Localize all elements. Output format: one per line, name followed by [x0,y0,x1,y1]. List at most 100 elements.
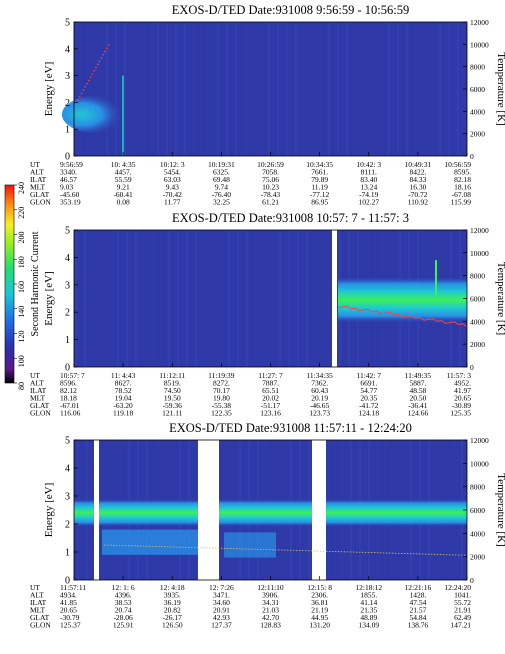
ephemeris-value: 55.59 [115,175,132,184]
ephemeris-value: 11:57:11 [60,583,86,592]
data-gap [312,440,326,580]
ephemeris-value: 20.65 [454,394,471,403]
temperature-point [107,44,110,46]
heatmap-flux-patch [102,529,198,555]
ephemeris-row-label: ALT [30,591,44,600]
ephemeris-row-label: MLT [30,394,46,403]
y-axis-label: Energy [eV] [43,271,55,325]
ephemeris-value: 78.52 [115,386,132,395]
ephemeris-row-label: UT [30,371,40,380]
y2-tick-label: 10000 [470,249,489,258]
ephemeris-value: -59.36 [163,401,183,410]
ephemeris-value: 62.49 [454,613,471,622]
data-gap [198,440,219,580]
y2-axis-label: Temperature [K] [495,473,505,546]
ephemeris-value: 122.35 [211,409,232,418]
ephemeris-value: 8596. [60,379,77,388]
y2-tick-label: 2000 [470,340,485,349]
ephemeris-value: 11.77 [164,198,181,207]
ephemeris-value: 124.66 [408,409,429,418]
y2-tick-label: 4000 [470,529,485,538]
y2-tick-label: 10000 [470,40,489,49]
chart-title: EXOS-D/TED Date:931008 9:56:59 - 10:56:5… [172,3,409,17]
ephemeris-value: 110.92 [408,198,429,207]
ephemeris-value: 125.35 [450,409,471,418]
ephemeris-value: 131.20 [309,621,330,630]
temperature-point [93,69,95,72]
ephemeris-value: 11:19:39 [208,371,235,380]
y-tick-label: 1 [65,335,70,346]
ephemeris-value: 134.09 [358,621,379,630]
y-tick-label: 3 [65,280,70,291]
y-tick-label: 0 [65,363,70,374]
y-tick-label: 1 [65,548,70,559]
ephemeris-row-label: MLT [30,183,46,192]
ephemeris-value: 147.21 [450,621,471,630]
ephemeris-value: 3471. [213,591,230,600]
ephemeris-value: 10:34:35 [306,160,333,169]
ephemeris-value: -55.38 [212,401,232,410]
ephemeris-value: 20.74 [115,606,132,615]
y-tick-label: 0 [65,152,70,163]
temperature-point [104,50,106,53]
ephemeris-value: 6325. [213,168,230,177]
ephemeris-value: 9.43 [166,183,179,192]
data-gap [94,440,99,580]
ephemeris-value: 11:34:35 [306,371,333,380]
y2-tick-label: 2000 [470,553,485,562]
ephemeris-value: 8627. [115,379,132,388]
colorbar-tick-label: 80 [17,382,26,390]
heatmap-low-energy-flux [62,95,130,134]
y2-axis-label: Temperature [K] [495,52,505,125]
ephemeris-value: 20.02 [262,394,279,403]
ephemeris-value: 12:15: 8 [307,583,332,592]
ephemeris-value: 19.50 [164,394,181,403]
ephemeris-value: 11:42: 7 [356,371,381,380]
ephemeris-value: 48.58 [409,386,426,395]
ephemeris-value: -67.01 [60,401,80,410]
ephemeris-value: 75.06 [262,175,279,184]
ephemeris-value: -26.17 [163,613,183,622]
chart-title: EXOS-D/TED Date:931008 11:57:11 - 12:24:… [169,421,412,435]
temperature-point [91,73,94,75]
y-tick-label: 5 [65,226,70,237]
ephemeris-value: 21.03 [262,606,279,615]
y2-tick-label: 8000 [470,483,485,492]
ephemeris-value: 16.30 [409,183,426,192]
temperature-point [84,86,86,88]
ephemeris-value: 55.72 [454,598,471,607]
ephemeris-value: 115.99 [451,198,472,207]
ephemeris-value: 21.35 [360,606,377,615]
ephemeris-row-label: GLON [30,621,51,630]
ephemeris-value: 9.03 [60,183,73,192]
ephemeris-value: 82.12 [60,386,77,395]
ephemeris-value: 8111. [361,168,377,177]
y2-tick-label: 8000 [470,272,485,281]
ephemeris-value: 41.97 [454,386,471,395]
ephemeris-value: 21.91 [454,606,471,615]
ephemeris-value: 20.35 [360,394,377,403]
ephemeris-value: 123.73 [309,409,330,418]
ephemeris-row-label: GLAT [30,401,50,410]
ephemeris-value: -63.20 [113,401,133,410]
ephemeris-value: 84.33 [409,175,426,184]
ephemeris-value: 2306. [311,591,328,600]
ephemeris-value: -74.19 [359,190,379,199]
y-tick-label: 1 [65,125,70,136]
colorbar-scale [4,184,15,384]
ephemeris-value: 9:56:59 [60,160,83,169]
ephemeris-row-label: GLON [30,198,51,207]
y-tick-label: 3 [65,71,70,82]
ephemeris-value: 7362. [311,379,328,388]
ephemeris-value: 127.37 [211,621,232,630]
ephemeris-row-label: GLON [30,409,51,418]
ephemeris-value: -70.72 [408,190,428,199]
temperature-point [80,92,83,95]
ephemeris-value: 21.19 [311,606,328,615]
y2-tick-label: 12000 [470,18,489,27]
ephemeris-value: 42.70 [262,613,279,622]
ephemeris-value: 11: 4:43 [111,371,136,380]
ephemeris-value: -41.72 [359,401,379,410]
ephemeris-value: 5454. [164,168,181,177]
